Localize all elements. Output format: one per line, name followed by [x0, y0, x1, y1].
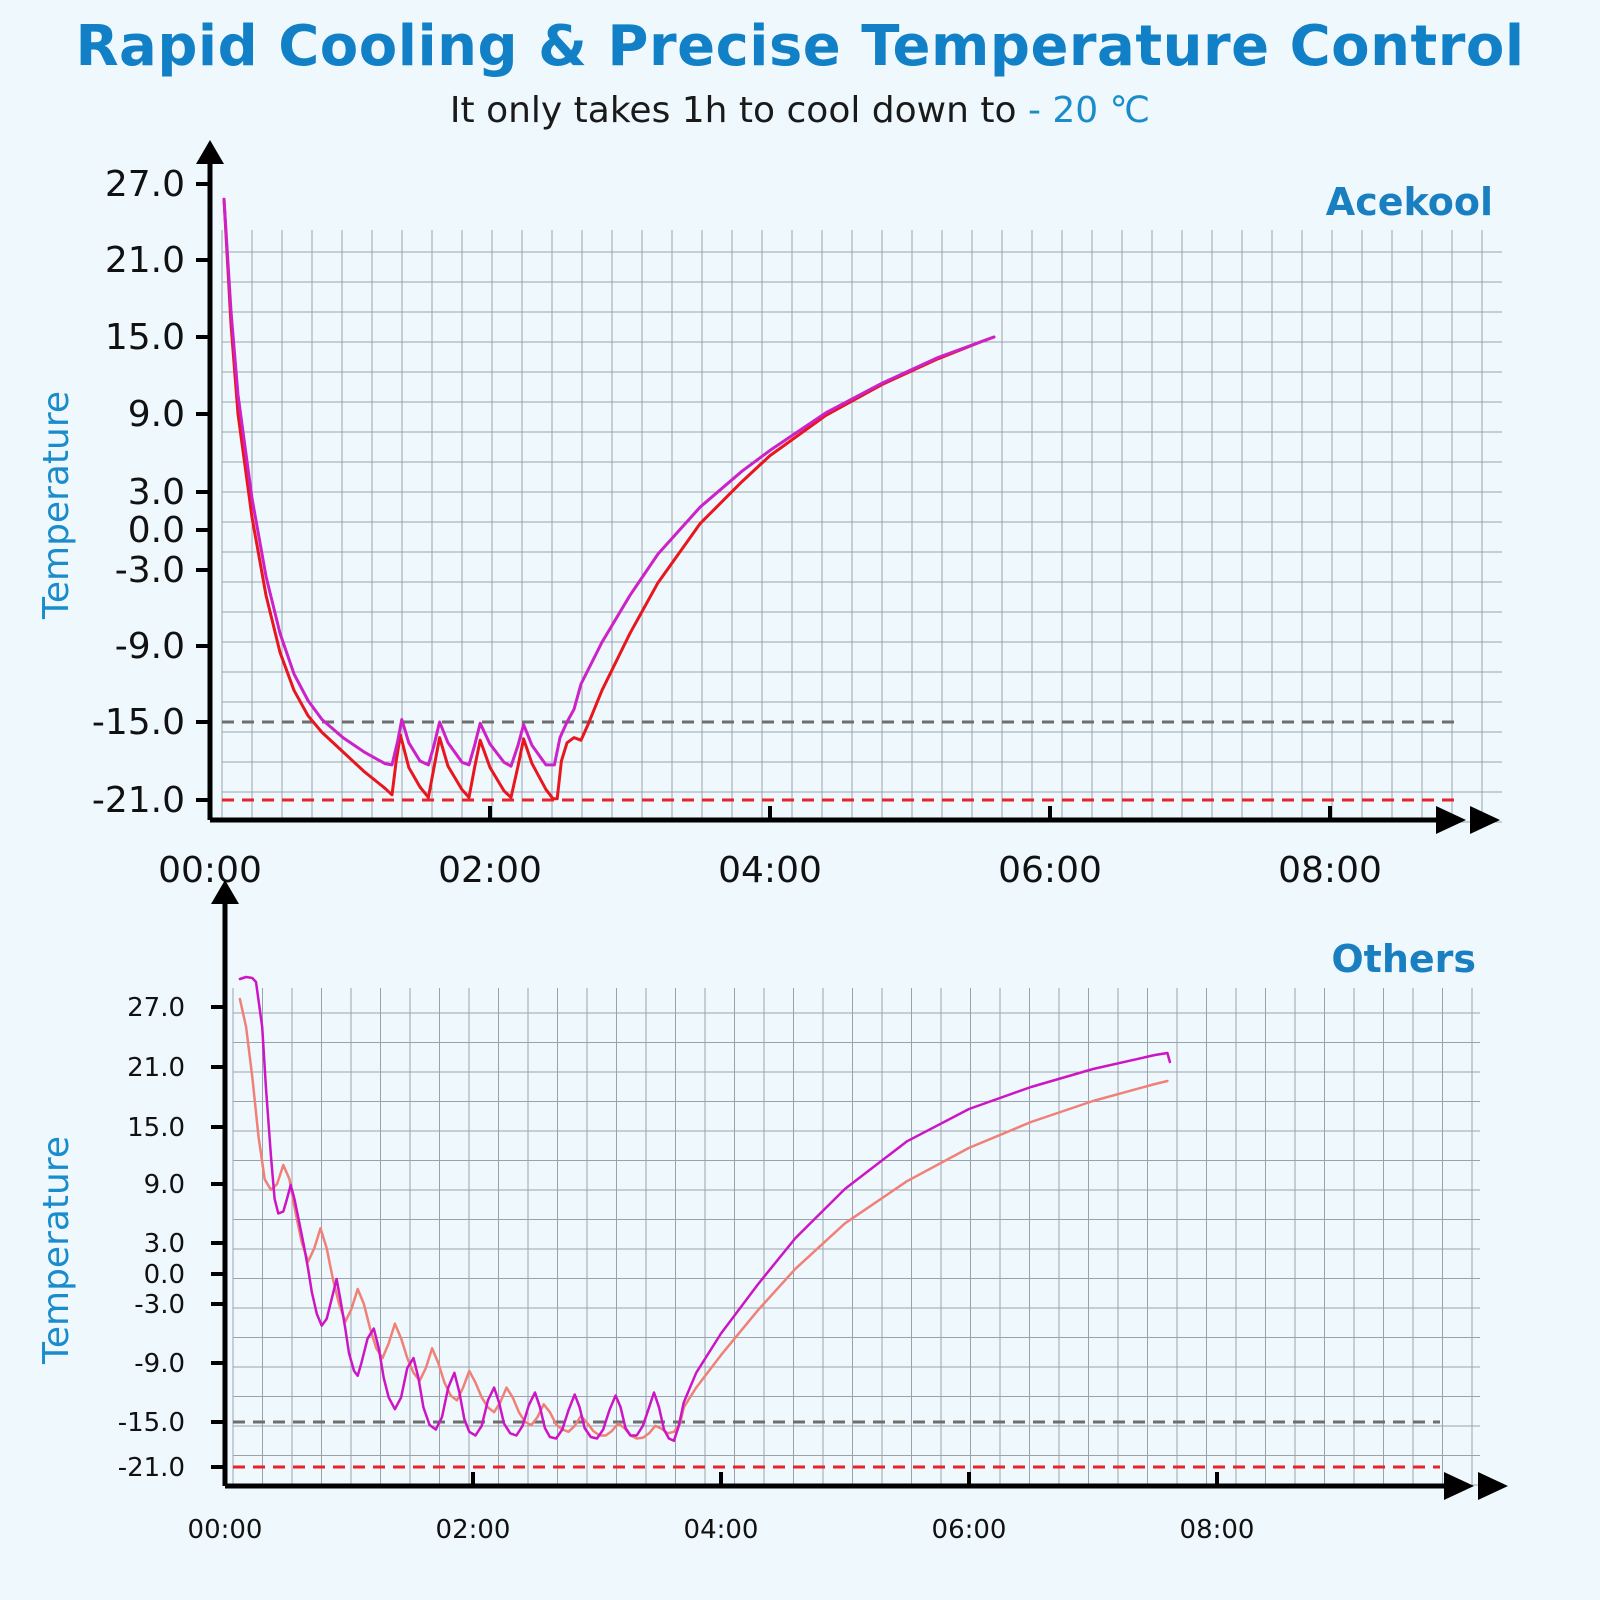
y-axis-arrow: [211, 880, 239, 904]
x-tick-label: 02:00: [438, 850, 542, 891]
y-tick-label: 15.0: [127, 1113, 185, 1143]
x-tick-label: 04:00: [684, 1515, 759, 1545]
y-tick-label: 21.0: [127, 1053, 185, 1083]
y-tick-label: 27.0: [127, 993, 185, 1023]
chart-title: Others: [1331, 937, 1476, 981]
x-tick-label: 04:00: [718, 850, 822, 891]
y-tick-label: 0.0: [144, 1260, 185, 1290]
x-tick-label: 08:00: [1278, 850, 1382, 891]
subtitle-text: It only takes 1h to cool down to: [449, 90, 1028, 131]
series-line-1: [238, 997, 1169, 1440]
y-tick-label: 21.0: [105, 240, 185, 281]
y-tick-label: 15.0: [105, 317, 185, 358]
x-tick-label: 06:00: [932, 1515, 1007, 1545]
y-tick-label: -3.0: [115, 550, 185, 591]
x-axis-arrow: [1436, 806, 1466, 834]
grid: [221, 230, 1502, 823]
y-axis-label: Temperature: [36, 391, 77, 620]
others-panel: 27.0 21.0 15.0 9.0 3.00.0-3.0 -9.0 -15.0 -21.0 0…: [36, 880, 1508, 1545]
y-tick-label: 27.0: [105, 164, 185, 205]
series-line-2: [238, 975, 1172, 1443]
y-axis-arrow: [196, 140, 224, 164]
chart-title: Acekool: [1326, 180, 1493, 224]
page-title: Rapid Cooling & Precise Temperature Cont…: [75, 14, 1525, 79]
y-tick-label: 3.0: [128, 472, 185, 513]
y-tick-label: -15.0: [92, 702, 185, 743]
y-tick-label: 9.0: [144, 1170, 185, 1200]
series-line-2: [222, 197, 996, 768]
y-tick-label: -3.0: [134, 1290, 185, 1320]
grid: [232, 988, 1480, 1486]
series-line-1: [222, 197, 996, 801]
y-tick-label: -9.0: [115, 626, 185, 667]
x-tick-label: 06:00: [998, 850, 1102, 891]
y-tick-label: 9.0: [128, 394, 185, 435]
x-axis-arrow: [1470, 806, 1500, 834]
page-subtitle: It only takes 1h to cool down to - 20 ℃: [0, 90, 1600, 131]
subtitle-highlight: - 20 ℃: [1027, 90, 1151, 131]
y-axis-label: Temperature: [36, 1136, 77, 1365]
y-tick-label: -9.0: [134, 1349, 185, 1379]
x-tick-label: 00:00: [158, 850, 262, 891]
x-axis-arrow: [1444, 1472, 1474, 1500]
y-tick-label: 0.0: [128, 510, 185, 551]
y-tick-label: -21.0: [118, 1453, 185, 1483]
y-tick-label: -21.0: [92, 780, 185, 821]
x-tick-label: 08:00: [1180, 1515, 1255, 1545]
x-axis-arrow: [1478, 1472, 1508, 1500]
x-tick-label: 00:00: [188, 1515, 263, 1545]
acekool-panel: 27.0 21.0 15.0 9.0 3.00.0-3.0 -9.0 -15.0 -21.0 0…: [36, 140, 1502, 891]
y-tick-label: -15.0: [118, 1408, 185, 1438]
x-tick-label: 02:00: [436, 1515, 511, 1545]
y-tick-label: 3.0: [144, 1229, 185, 1259]
